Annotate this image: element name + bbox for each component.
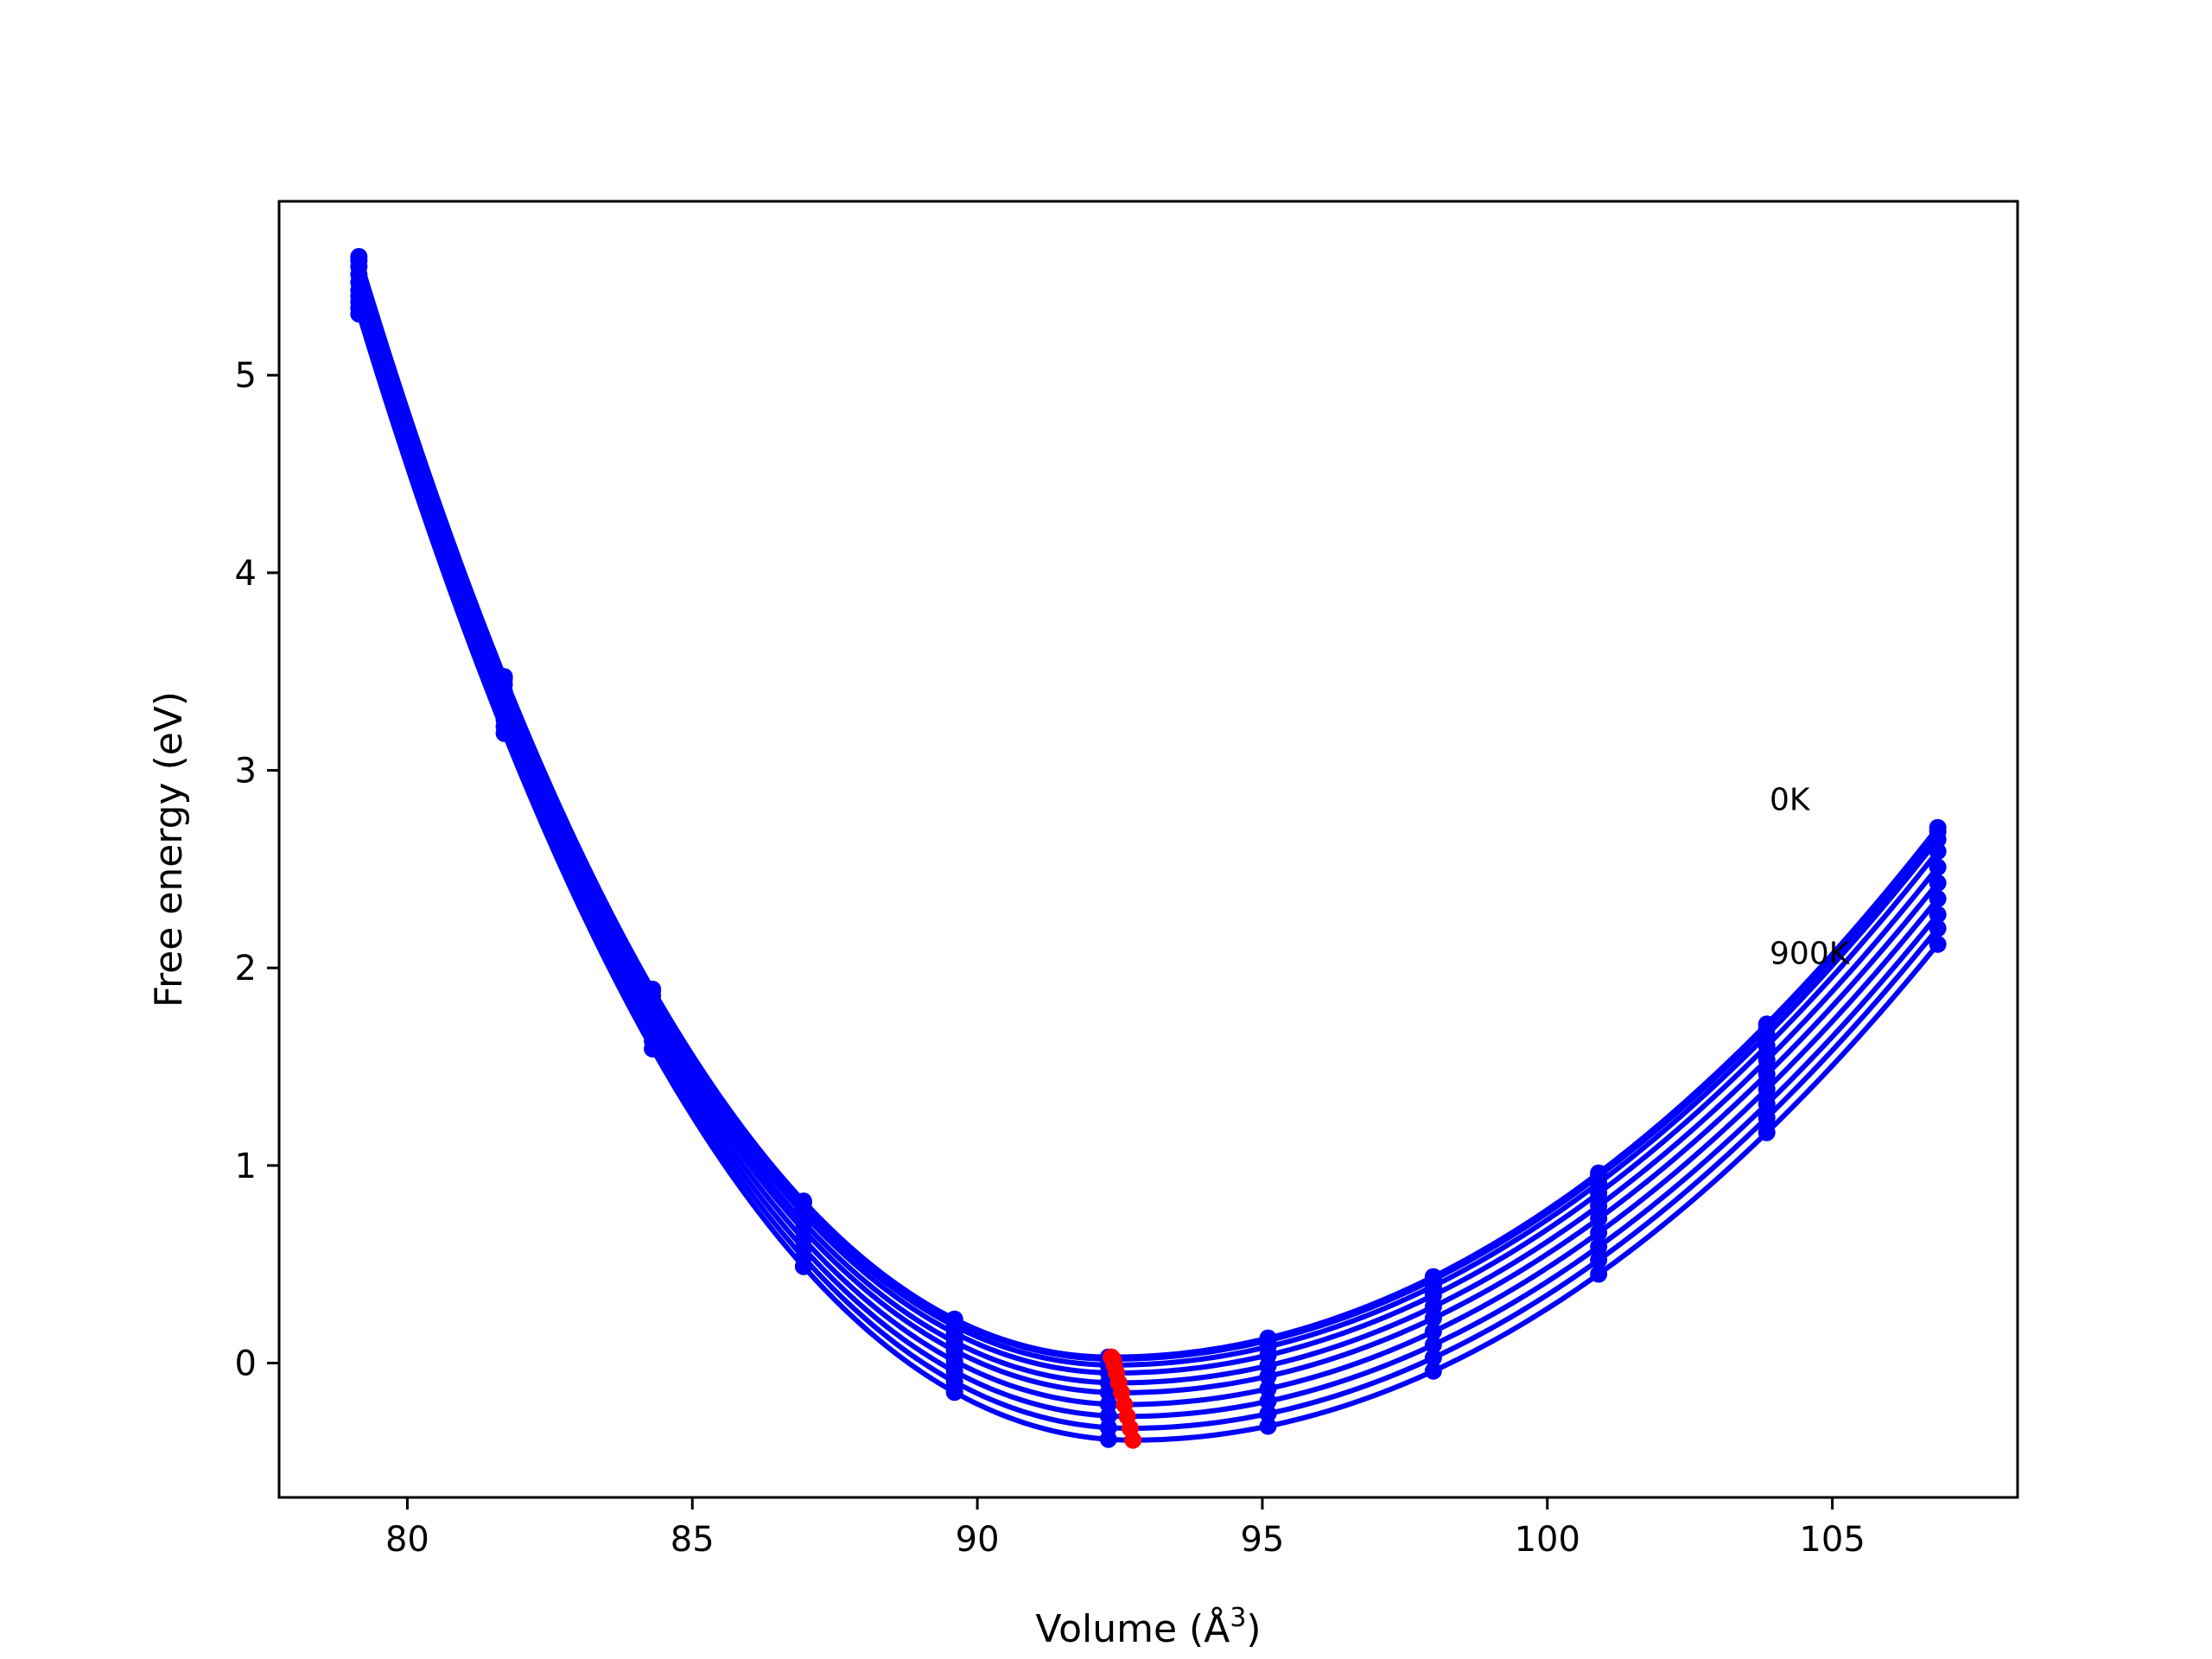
series-line-500K [356,289,1940,1395]
annotation-label-0: 0K [1770,782,1811,817]
series-line-900K [356,313,1940,1443]
data-point-700K-7 [1424,1336,1442,1354]
data-point-900K-7 [1424,1362,1442,1380]
data-point-500K-7 [1424,1309,1442,1327]
x-tick-label-4: 100 [1515,1520,1580,1560]
data-point-400K-8 [1590,1197,1608,1215]
data-point-800K-8 [1590,1251,1608,1269]
data-point-900K-8 [1590,1265,1608,1283]
y-tick-label-5: 5 [235,356,257,396]
data-point-800K-7 [1424,1349,1442,1367]
data-point-800K-6 [1259,1405,1277,1423]
data-point-600K-6 [1259,1380,1277,1398]
x-tick-label-5: 105 [1799,1520,1865,1560]
series-line-300K [356,273,1941,1376]
series-line-200K [356,265,1941,1368]
data-point-300K-9 [1758,1037,1776,1055]
series-line-400K [356,281,1940,1386]
curves-group [356,256,1941,1443]
data-point-700K-9 [1758,1095,1776,1113]
y-axis-ticks: 0 1 2 3 4 5 [235,356,279,1384]
minimum-point-900K [1124,1431,1142,1449]
minima-group [1103,1348,1142,1449]
x-tick-label-3: 95 [1240,1520,1284,1560]
data-point-500K-6 [1259,1367,1277,1385]
data-point-700K-10 [1929,906,1947,924]
data-point-200K-10 [1929,830,1947,849]
data-point-900K-3 [794,1257,812,1275]
data-point-600K-9 [1758,1080,1776,1098]
plot-frame [277,200,2019,1499]
data-point-700K-6 [1259,1392,1277,1410]
x-axis-ticks: 80 85 90 95 100 105 [385,1497,1866,1560]
annotation-label-1: 900K [1770,937,1851,972]
series-line-800K [356,307,1940,1431]
data-point-900K-4 [945,1383,963,1402]
data-point-900K-1 [495,724,513,742]
y-axis-title: Free energy (eV) [147,691,191,1007]
x-tick-label-0: 80 [385,1520,429,1560]
data-point-600K-7 [1424,1323,1442,1341]
data-point-500K-8 [1590,1210,1608,1228]
data-point-900K-9 [1758,1123,1776,1141]
series-line-700K [356,301,1940,1420]
data-point-600K-8 [1590,1224,1608,1242]
data-point-700K-8 [1590,1237,1608,1255]
data-point-900K-0 [350,305,368,323]
y-tick-label-2: 2 [235,949,257,988]
data-point-900K-6 [1259,1417,1277,1435]
data-point-800K-9 [1758,1109,1776,1127]
x-tick-label-2: 90 [956,1520,1000,1560]
data-point-300K-10 [1929,842,1947,861]
data-point-400K-9 [1758,1051,1776,1069]
y-tick-label-1: 1 [235,1147,257,1186]
y-tick-label-3: 3 [235,752,257,791]
data-point-900K-5 [1099,1430,1117,1448]
data-point-900K-2 [644,1039,662,1058]
data-point-900K-10 [1929,935,1947,953]
annotations-group: 0K 900K [1770,782,1851,971]
data-point-400K-10 [1929,858,1947,876]
data-point-800K-10 [1929,919,1947,938]
x-tick-label-1: 85 [671,1520,715,1560]
x-axis-title: Volume (Å3) [1035,1603,1261,1651]
series-line-600K [356,295,1940,1408]
data-point-600K-10 [1929,890,1947,908]
y-tick-label-4: 4 [235,554,257,594]
data-point-500K-9 [1758,1065,1776,1084]
data-point-500K-10 [1929,874,1947,892]
y-tick-label-0: 0 [235,1344,257,1384]
data-point-300K-8 [1590,1184,1608,1202]
